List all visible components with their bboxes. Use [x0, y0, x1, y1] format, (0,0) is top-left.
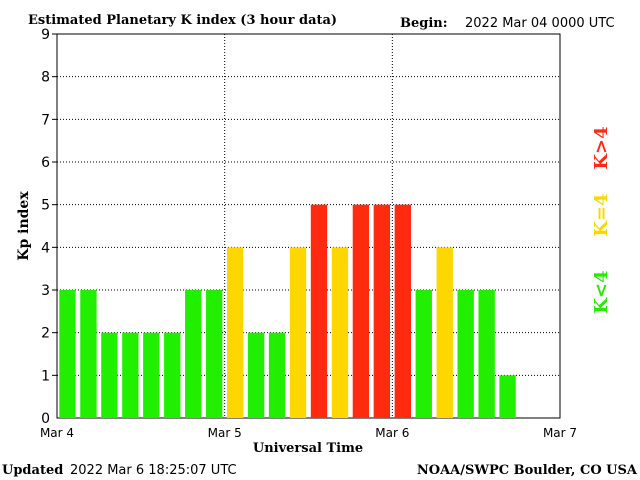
- x-tick-label: Mar 6: [375, 426, 409, 440]
- kp-bar: [289, 247, 307, 418]
- kp-bar: [478, 290, 495, 418]
- y-tick-label: 0: [41, 411, 50, 427]
- kp-bar: [185, 290, 202, 418]
- y-tick-labels: 0 1 2 3 4 5 6 7 8 9: [41, 27, 50, 427]
- kp-bar: [122, 332, 139, 418]
- x-tick-label: Mar 5: [208, 426, 242, 440]
- kp-bar: [331, 247, 349, 418]
- bars: [59, 204, 516, 418]
- kp-bar: [310, 204, 328, 418]
- y-tick-label: 8: [41, 70, 50, 86]
- x-tick-labels: Mar 4 Mar 5 Mar 6 Mar 7: [40, 426, 577, 440]
- x-axis-label: Universal Time: [253, 441, 363, 456]
- updated-label: Updated: [2, 463, 63, 478]
- kp-bar: [499, 375, 516, 418]
- chart-title: Estimated Planetary K index (3 hour data…: [28, 13, 337, 28]
- begin-label: Begin:: [400, 16, 448, 31]
- kp-bar: [268, 332, 286, 418]
- kp-bar: [164, 332, 181, 418]
- y-tick-label: 6: [41, 155, 50, 171]
- updated-value: 2022 Mar 6 18:25:07 UTC: [70, 463, 237, 478]
- kp-bar: [101, 332, 118, 418]
- kp-bar: [226, 247, 244, 418]
- legend-high: K>4: [591, 126, 612, 169]
- y-tick-label: 3: [41, 283, 50, 299]
- y-tick-label: 1: [41, 368, 50, 384]
- legend-mid: K=4: [591, 193, 612, 236]
- grid-lines: [52, 33, 560, 418]
- kp-bar: [247, 332, 265, 418]
- y-tick-label: 4: [41, 240, 50, 256]
- source-credit: NOAA/SWPC Boulder, CO USA: [417, 463, 638, 478]
- kp-bar: [373, 204, 391, 418]
- kp-bar: [457, 290, 474, 418]
- kp-bar: [80, 290, 97, 418]
- kp-bar: [394, 204, 411, 418]
- kp-bar: [352, 204, 370, 418]
- x-tick-label: Mar 4: [40, 426, 74, 440]
- y-tick-label: 2: [41, 326, 50, 342]
- y-tick-label: 5: [41, 198, 50, 214]
- plot-frame: [56, 33, 561, 419]
- legend-low: K<4: [591, 270, 612, 313]
- kp-bar: [143, 332, 160, 418]
- y-axis-label: Kp index: [16, 191, 32, 261]
- kp-bar: [415, 290, 432, 418]
- y-tick-label: 7: [41, 112, 50, 128]
- x-tick-label: Mar 7: [543, 426, 577, 440]
- kp-bar: [59, 290, 76, 418]
- kp-bar: [206, 290, 223, 418]
- begin-value: 2022 Mar 04 0000 UTC: [465, 16, 615, 31]
- kp-bar: [436, 247, 453, 418]
- y-tick-label: 9: [41, 27, 50, 43]
